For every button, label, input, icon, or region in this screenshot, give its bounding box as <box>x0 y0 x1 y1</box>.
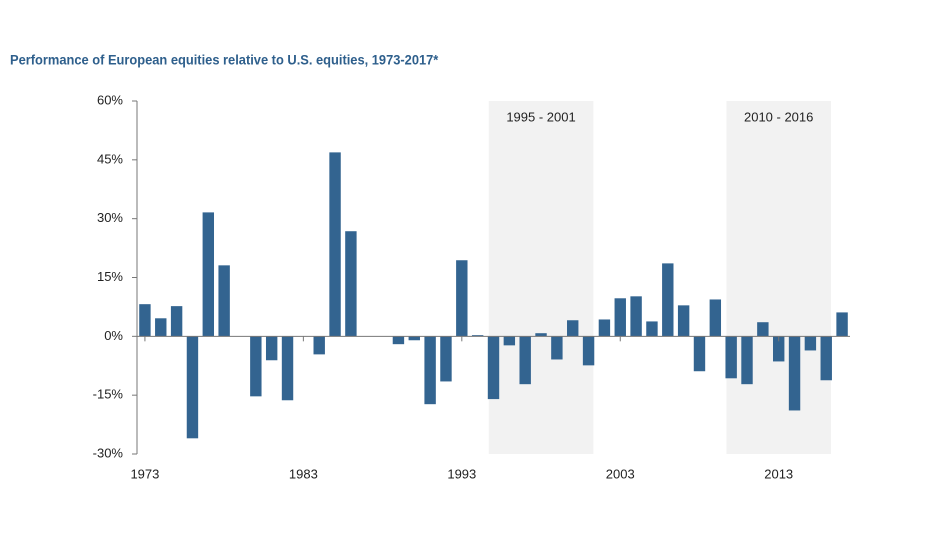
bar <box>614 298 626 337</box>
bar <box>757 322 769 337</box>
bar <box>456 260 468 337</box>
bar <box>170 306 183 337</box>
bar <box>440 336 452 382</box>
shaded-period <box>488 101 594 454</box>
bar <box>218 265 230 337</box>
bar <box>709 299 722 337</box>
bar <box>804 336 817 351</box>
bar <box>265 336 278 361</box>
period-label: 2010 - 2016 <box>744 109 813 124</box>
bar <box>424 336 436 405</box>
bar <box>392 336 405 345</box>
x-tick-label: 1973 <box>130 466 159 481</box>
bar <box>139 304 151 337</box>
y-tick-label: 30% <box>97 210 123 225</box>
y-tick-label: -15% <box>93 387 124 402</box>
bar <box>408 336 420 341</box>
bar <box>519 336 531 385</box>
bar <box>693 336 706 372</box>
bar <box>535 333 547 337</box>
y-tick-label: -30% <box>93 445 124 460</box>
bar <box>836 312 848 337</box>
shaded-period <box>726 101 831 454</box>
bar <box>630 296 642 337</box>
y-tick-label: 15% <box>97 269 123 284</box>
bar <box>725 336 737 379</box>
bar <box>155 318 167 337</box>
bar <box>281 336 294 401</box>
bar <box>646 321 658 337</box>
x-tick-label: 2013 <box>764 466 793 481</box>
bar <box>250 336 262 397</box>
bar <box>186 336 199 439</box>
bar <box>313 336 325 355</box>
bar <box>662 263 674 337</box>
x-tick-label: 1983 <box>289 466 318 481</box>
bar <box>202 212 215 337</box>
bar <box>788 336 801 411</box>
x-tick-label: 1993 <box>447 466 476 481</box>
bar <box>471 335 484 337</box>
bar <box>551 336 563 360</box>
bar <box>329 152 341 337</box>
bar <box>598 319 611 337</box>
bar <box>772 336 785 362</box>
bar <box>345 231 357 337</box>
x-tick-label: 2003 <box>606 466 635 481</box>
y-tick-label: 60% <box>97 92 123 107</box>
bar <box>741 336 753 385</box>
bar <box>582 336 595 366</box>
period-label: 1995 - 2001 <box>506 109 575 124</box>
bar <box>820 336 832 381</box>
y-tick-label: 0% <box>104 328 123 343</box>
bar <box>487 336 500 400</box>
bar <box>677 305 690 337</box>
bar <box>567 320 579 337</box>
chart-title: Performance of European equities relativ… <box>10 52 439 68</box>
y-tick-label: 45% <box>97 151 123 166</box>
bar <box>503 336 516 346</box>
